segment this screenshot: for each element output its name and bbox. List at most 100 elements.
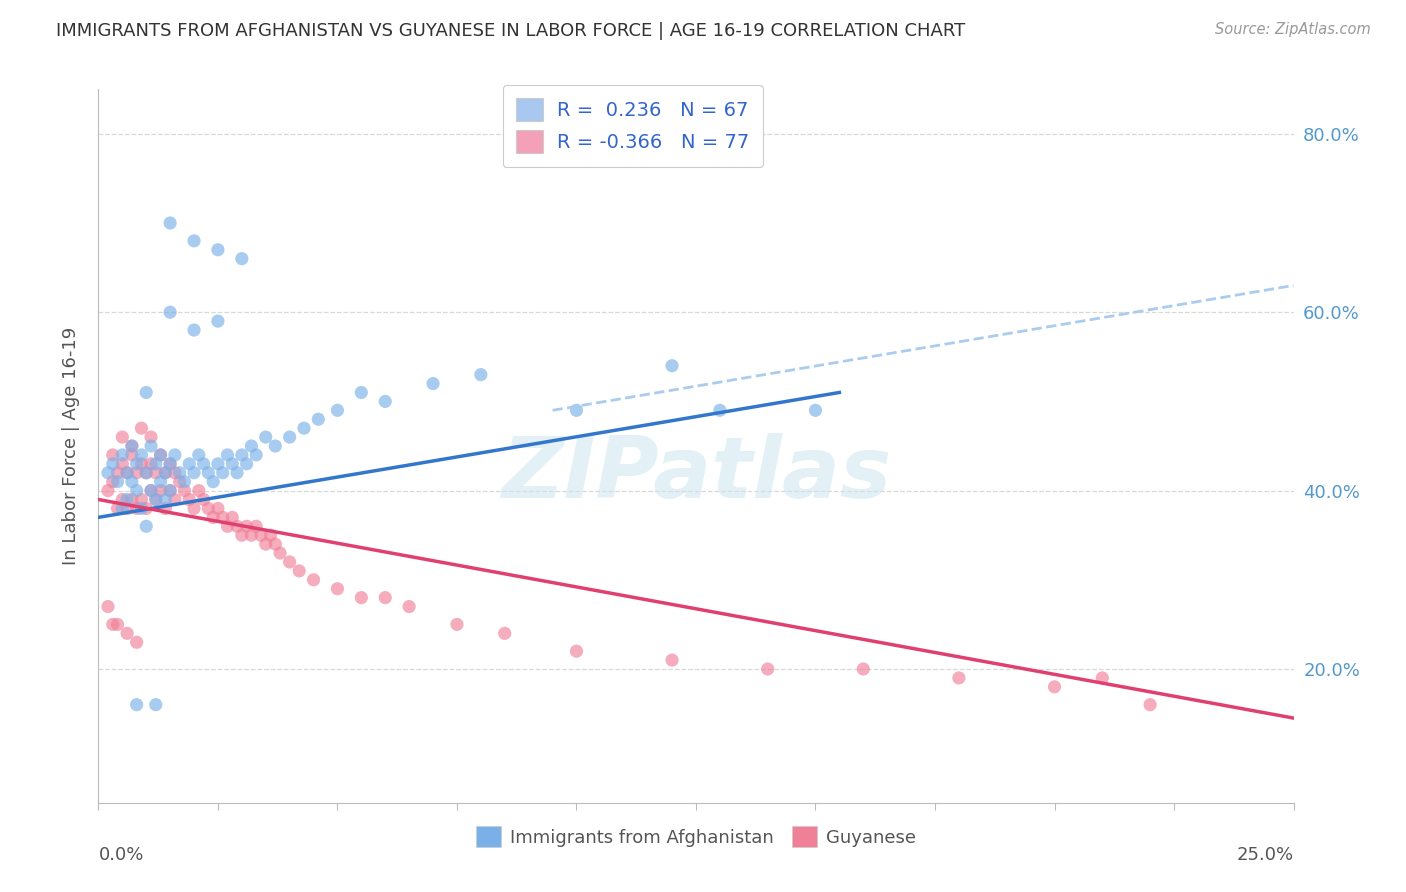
Point [131,448,153,462]
Point [163,492,186,507]
Point [183,234,205,248]
Point [179,457,201,471]
Point [139,483,162,498]
Point [709,403,731,417]
Point [211,466,233,480]
Point [756,662,779,676]
Point [193,492,215,507]
Point [155,501,177,516]
Point [187,483,209,498]
Point [111,501,134,516]
Point [278,555,301,569]
Text: ZIPatlas: ZIPatlas [501,433,891,516]
Point [326,403,349,417]
Point [125,483,148,498]
Legend: Immigrants from Afghanistan, Guyanese: Immigrants from Afghanistan, Guyanese [468,819,924,855]
Point [231,448,253,462]
Point [292,421,315,435]
Point [207,243,229,257]
Point [145,492,167,507]
Point [115,501,138,516]
Point [254,537,277,551]
Point [159,457,181,471]
Point [193,457,215,471]
Point [202,510,225,524]
Point [235,519,257,533]
Point [226,466,249,480]
Point [470,368,492,382]
Point [135,466,157,480]
Point [207,457,229,471]
Point [131,457,153,471]
Point [1139,698,1161,712]
Point [207,314,229,328]
Point [135,519,157,533]
Y-axis label: In Labor Force | Age 16-19: In Labor Force | Age 16-19 [62,326,80,566]
Point [173,475,195,489]
Point [159,483,181,498]
Point [115,466,138,480]
Point [131,501,153,516]
Point [125,698,148,712]
Point [183,466,205,480]
Text: 0.0%: 0.0% [98,846,143,863]
Point [139,439,162,453]
Point [207,501,229,516]
Point [250,528,273,542]
Point [125,501,148,516]
Point [202,475,225,489]
Text: 25.0%: 25.0% [1236,846,1294,863]
Point [374,591,396,605]
Point [259,528,281,542]
Point [139,430,162,444]
Point [187,448,209,462]
Point [155,466,177,480]
Point [139,457,162,471]
Point [948,671,970,685]
Point [115,466,138,480]
Point [852,662,875,676]
Point [111,492,134,507]
Point [101,475,124,489]
Point [97,466,120,480]
Point [121,439,143,453]
Point [149,475,172,489]
Point [374,394,396,409]
Point [159,216,181,230]
Point [115,626,138,640]
Point [121,439,143,453]
Point [269,546,291,560]
Text: IMMIGRANTS FROM AFGHANISTAN VS GUYANESE IN LABOR FORCE | AGE 16-19 CORRELATION C: IMMIGRANTS FROM AFGHANISTAN VS GUYANESE … [56,22,966,40]
Point [135,385,157,400]
Point [125,466,148,480]
Point [149,448,172,462]
Point [422,376,444,391]
Point [121,475,143,489]
Point [254,430,277,444]
Point [231,528,253,542]
Point [101,617,124,632]
Point [139,483,162,498]
Point [245,448,267,462]
Point [350,385,373,400]
Point [307,412,329,426]
Point [111,430,134,444]
Point [565,403,588,417]
Point [155,466,177,480]
Point [111,448,134,462]
Point [350,591,373,605]
Point [101,457,124,471]
Point [135,501,157,516]
Point [179,492,201,507]
Point [494,626,516,640]
Point [145,466,167,480]
Point [131,421,153,435]
Point [245,519,267,533]
Point [97,599,120,614]
Point [159,483,181,498]
Point [661,359,683,373]
Point [398,599,420,614]
Point [159,457,181,471]
Point [125,457,148,471]
Point [565,644,588,658]
